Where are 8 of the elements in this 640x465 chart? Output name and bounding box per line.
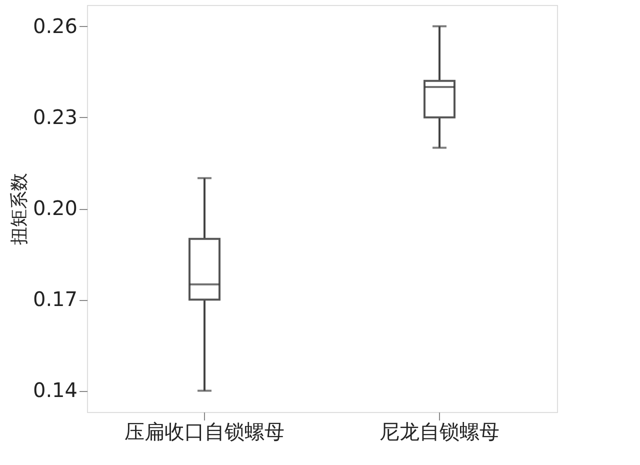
x-tick-label: 压扁收口自锁螺母: [124, 420, 284, 444]
y-tick-label: 0.14: [32, 378, 78, 402]
y-tick-label: 0.26: [32, 14, 78, 38]
y-tick-label: 0.20: [32, 196, 78, 220]
y-tick-label: 0.17: [32, 287, 78, 312]
x-tick-label: 尼龙自锁螺母: [380, 420, 500, 444]
y-axis-title: 扭矩系数: [8, 173, 30, 245]
y-tick-label: 0.23: [32, 104, 78, 129]
